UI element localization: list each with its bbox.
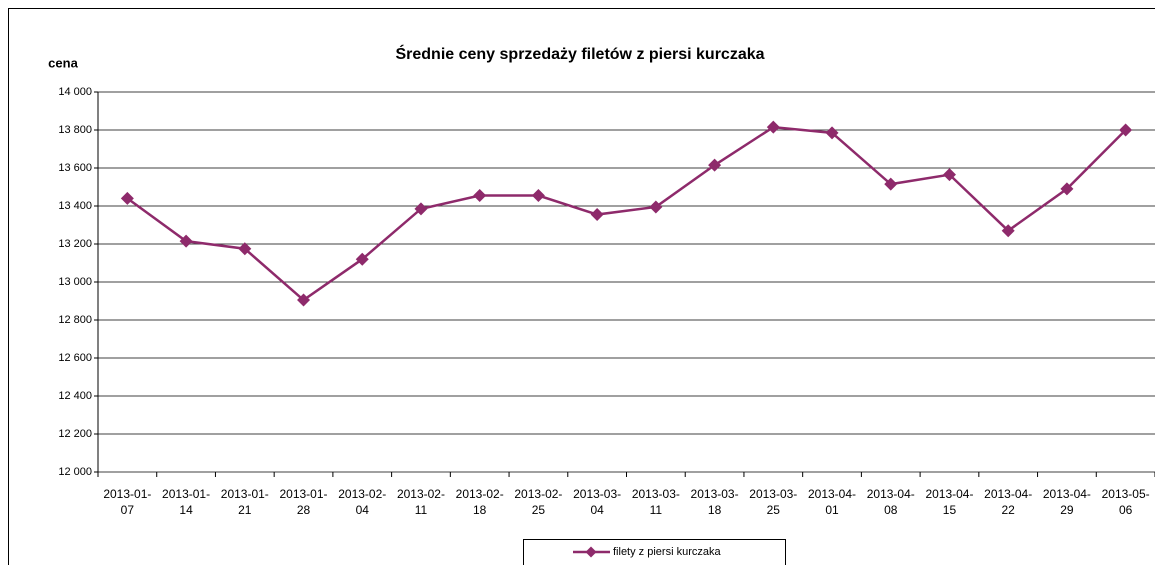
legend-marker	[585, 546, 597, 558]
x-tick-label: 2013-04-01	[807, 487, 857, 517]
legend-label: filety z piersi kurczaka	[613, 546, 721, 558]
x-tick-label: 2013-01-21	[220, 487, 269, 517]
y-tick-label: 13 000	[58, 276, 92, 288]
y-tick-label: 14 000	[58, 86, 92, 98]
point	[414, 202, 428, 216]
point	[825, 126, 839, 140]
x-tick-label: 2013-01-07	[103, 487, 152, 517]
y-axis-label: cena	[48, 55, 78, 70]
x-tick-label: 2013-05-06	[1101, 487, 1150, 517]
legend-box	[523, 539, 786, 565]
point	[120, 191, 134, 205]
y-tick-label: 12 600	[58, 352, 92, 364]
y-tick-label: 13 200	[58, 238, 92, 250]
x-tick-label: 2013-04-29	[1042, 487, 1091, 517]
point	[179, 234, 193, 248]
x-tick-label: 2013-03-25	[749, 487, 798, 517]
point	[1119, 123, 1133, 137]
y-tick-label: 13 400	[58, 200, 92, 212]
x-tick-label: 2013-02-11	[396, 487, 445, 517]
x-tick-label: 2013-03-18	[690, 487, 739, 517]
point	[531, 189, 545, 203]
x-tick-label: 2013-02-18	[455, 487, 504, 517]
y-tick-label: 12 800	[58, 314, 92, 326]
point	[766, 120, 780, 134]
x-tick-label: 2013-04-22	[984, 487, 1033, 517]
y-tick-label: 12 200	[58, 428, 92, 440]
x-tick-label: 2013-01-28	[279, 487, 328, 517]
x-tick-label: 2013-02-04	[338, 487, 387, 517]
point	[649, 200, 663, 214]
y-tick-label: 12 000	[58, 466, 92, 478]
chart-frame	[8, 8, 1155, 565]
point	[884, 177, 898, 191]
point	[1060, 182, 1074, 196]
x-tick-label: 2013-04-08	[866, 487, 915, 517]
y-tick-label: 13 600	[58, 162, 92, 174]
point	[942, 168, 956, 182]
y-tick-label: 13 800	[58, 124, 92, 136]
x-tick-label: 2013-03-04	[573, 487, 622, 517]
chart-title: Średnie ceny sprzedaży filetów z piersi …	[395, 44, 764, 63]
x-tick-label: 2013-03-11	[631, 487, 680, 517]
y-tick-label: 12 400	[58, 390, 92, 402]
point	[708, 158, 722, 172]
line	[126, 125, 1127, 302]
point	[590, 208, 604, 222]
point	[238, 242, 252, 256]
x-tick-label: 2013-04-15	[925, 487, 974, 517]
point	[355, 252, 369, 266]
point	[297, 293, 311, 307]
x-tick-label: 2013-01-14	[162, 487, 211, 517]
point	[473, 189, 487, 203]
point	[1001, 224, 1015, 238]
x-tick-label: 2013-02-25	[514, 487, 563, 517]
